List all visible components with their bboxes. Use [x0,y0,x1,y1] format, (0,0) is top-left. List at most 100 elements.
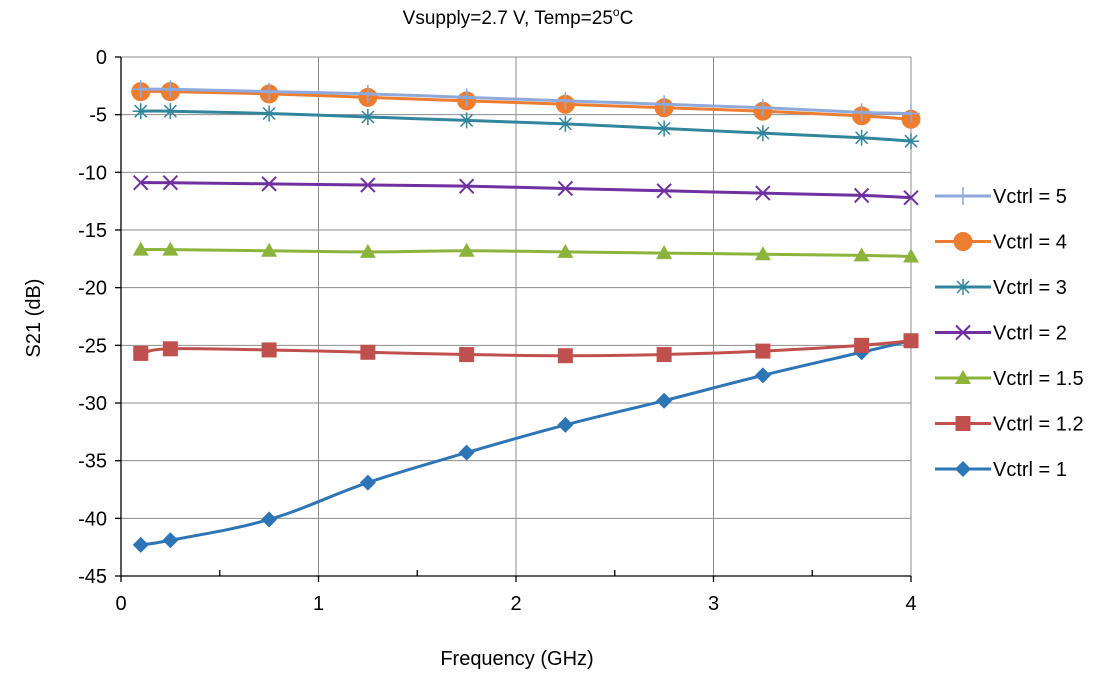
data-point [656,245,673,260]
data-point [162,175,179,191]
legend-marker [955,324,971,341]
series-vctrl-3 [132,103,919,150]
y-tick-label: -45 [78,566,107,588]
data-point [360,344,376,360]
series-line [140,87,912,116]
data-point [359,474,376,491]
series-line [140,339,912,358]
series-vctrl-1-5 [132,241,919,263]
data-point [162,532,179,549]
data-point [359,108,376,125]
data-point [261,105,278,122]
data-point [358,84,377,103]
legend-marker [954,187,972,205]
data-point [458,444,475,461]
data-point [132,103,149,120]
legend-label: Vctrl = 2 [993,323,1067,345]
y-tick-label: -30 [78,393,107,415]
data-point [261,242,278,257]
legend-item: Vctrl = 1 [935,459,1067,481]
legend-item: Vctrl = 1.2 [935,414,1084,436]
data-point [261,342,277,358]
data-point [557,348,573,364]
data-point [852,103,871,122]
data-point [261,176,277,192]
legend-marker [955,370,971,384]
x-tick-label: 4 [905,593,916,615]
chart-title-main: Vsupply=2.7 V, Temp=25 [403,8,613,29]
legend-label: Vctrl = 1 [993,459,1067,481]
legend-marker [955,416,971,431]
x-tick-label: 3 [708,593,719,615]
data-point [754,125,771,142]
series-line [140,248,912,259]
data-point [556,91,575,110]
data-point [132,536,149,553]
legend: Vctrl = 5 Vctrl = 4 Vctrl = 3 Vctrl = 2 Vctr… [935,186,1084,481]
data-point [162,241,179,256]
data-point [162,341,178,357]
data-point [133,175,149,191]
x-tick-label: 0 [115,593,126,615]
data-point [359,243,376,258]
legend-item: Vctrl = 2 [935,323,1067,345]
y-tick-label: -40 [78,508,107,530]
legend-label: Vctrl = 1.5 [993,368,1084,390]
x-tick-label: 2 [510,593,521,615]
y-tick-label: -35 [78,451,107,473]
legend-label: Vctrl = 4 [993,232,1067,254]
series-line [140,181,912,200]
series-vctrl-1 [132,332,919,553]
y-tick-label: 0 [96,47,107,69]
data-point [853,129,870,146]
data-point [755,343,771,359]
data-point [656,120,673,137]
y-tick-labels: 0 -5 -10 -15 -20 -25 -30 -35 -40 -45 [78,47,107,588]
y-tick-label: -10 [78,162,107,184]
data-point [260,82,279,101]
series-line [140,109,912,143]
axes [115,56,912,582]
data-point [133,345,149,361]
data-point [903,133,919,150]
chart-title-suffix: C [620,8,634,29]
data-point [753,98,772,117]
series-layer [131,80,921,553]
data-point [557,416,574,433]
data-point [853,247,870,262]
data-point [458,178,475,194]
data-point [132,241,149,256]
legend-item: Vctrl = 1.5 [935,368,1084,390]
data-point [458,242,475,257]
y-tick-label: -15 [78,220,107,242]
x-tick-label: 1 [313,593,324,615]
y-axis-title: S21 (dB) [23,279,45,358]
y-tick-label: -20 [78,278,107,300]
series-vctrl-1-2 [133,333,919,364]
data-point [459,347,475,363]
data-point [360,177,376,193]
chart-title-superscript: o [613,5,620,19]
data-point [557,115,574,132]
chart-title: Vsupply=2.7 V, Temp=25oC [403,5,634,29]
legend-label: Vctrl = 1.2 [993,414,1084,436]
data-point [854,337,870,353]
data-point [754,246,771,261]
y-tick-label: -25 [78,335,107,357]
legend-item: Vctrl = 3 [935,277,1067,299]
legend-label: Vctrl = 5 [993,186,1067,208]
data-point [656,347,672,363]
legend-label: Vctrl = 3 [993,277,1067,299]
series-vctrl-2 [133,175,919,206]
data-point [754,367,771,384]
legend-item: Vctrl = 5 [935,186,1067,208]
data-point [656,392,673,409]
data-point [903,248,919,263]
data-point [162,103,179,120]
data-point [853,187,870,204]
data-point [655,95,674,114]
data-point [656,183,672,199]
legend-item: Vctrl = 4 [935,232,1067,254]
data-point [557,180,574,197]
